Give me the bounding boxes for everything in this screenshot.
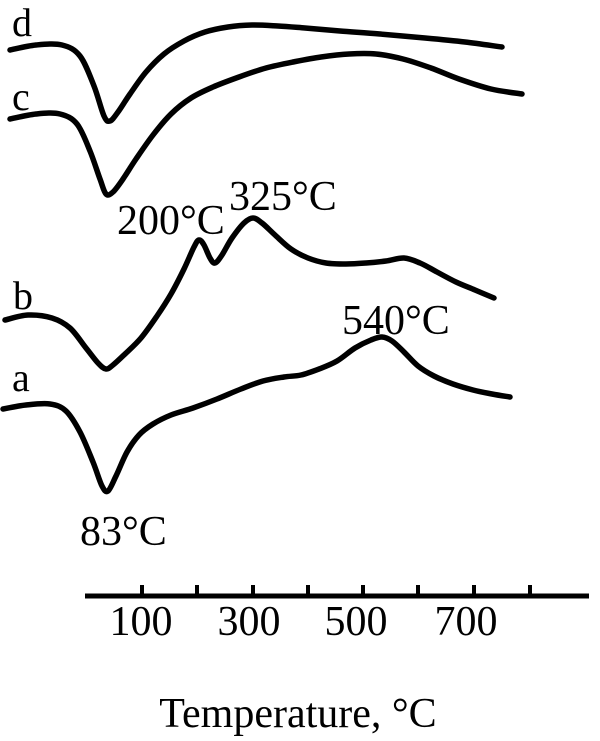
x-tick-label-300: 300 bbox=[218, 599, 281, 645]
curve-label-a: a bbox=[12, 355, 30, 400]
x-tick-label-500: 500 bbox=[325, 599, 388, 645]
annotation-83c: 83°C bbox=[80, 509, 167, 555]
annotation-540c: 540°C bbox=[342, 298, 450, 344]
x-axis-group: 100 300 500 700 bbox=[85, 585, 589, 645]
annotation-325c: 325°C bbox=[229, 174, 337, 220]
x-axis-title: Temperature, °C bbox=[159, 691, 436, 737]
curve-b bbox=[2, 215, 497, 372]
curve-d bbox=[7, 22, 505, 125]
curve-labels-group: dc ba bbox=[12, 0, 33, 400]
curve-c bbox=[7, 50, 525, 198]
curve-a bbox=[0, 334, 513, 495]
x-tick-label-700: 700 bbox=[435, 599, 498, 645]
curve-label-b: b bbox=[13, 273, 33, 318]
x-tick-label-100: 100 bbox=[110, 599, 173, 645]
curve-label-c: c bbox=[12, 74, 30, 119]
curve-label-d: d bbox=[12, 0, 32, 45]
curves-group bbox=[0, 22, 525, 495]
annotation-200c: 200°C bbox=[117, 198, 225, 244]
